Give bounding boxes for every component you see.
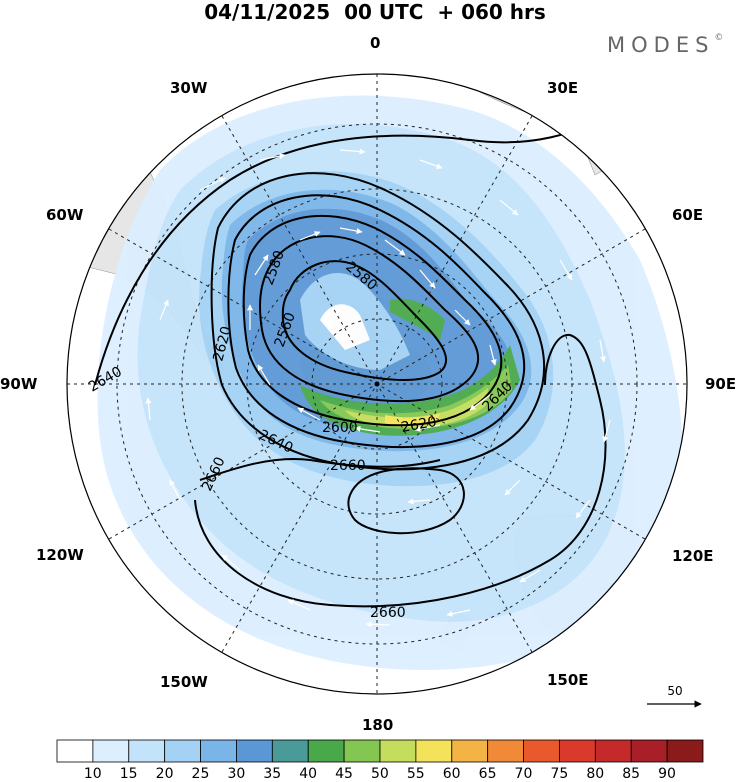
colorbar-tick-label: 45: [335, 766, 353, 782]
lon-label-120e: 120E: [672, 547, 714, 565]
reference-vector-arrow: [647, 700, 702, 708]
colorbar-swatch: [630, 739, 668, 763]
brand-name: MODES: [607, 33, 715, 57]
colorbar-swatch: [56, 739, 94, 763]
contour-2660-inner: [199, 458, 441, 481]
colorbar-swatch: [200, 739, 237, 763]
colorbar-tick-label: 90: [658, 766, 676, 782]
contour-2560: [281, 260, 447, 381]
contour-2640: [210, 172, 545, 471]
brand-logo: MODES©: [607, 33, 723, 57]
colorbar-tick-label: 15: [119, 766, 138, 782]
reference-vector-label: 50: [667, 684, 683, 698]
map-title: 04/11/2025 00 UTC + 060 hrs: [204, 0, 546, 24]
land-madagascar: [584, 144, 613, 176]
colorbar-swatch: [487, 739, 524, 763]
colorbar-swatch: [343, 739, 381, 763]
colorbar-swatch: [594, 739, 632, 763]
colorbar-swatch: [559, 739, 596, 763]
colorbar-tick-label: 10: [83, 766, 102, 782]
map-boundary: [66, 73, 688, 695]
colorbar-swatch: [415, 739, 453, 763]
colorbar-tick-label: 50: [371, 766, 389, 782]
colorbar-tick-label: 30: [227, 766, 246, 782]
lon-label-60w: 60W: [46, 206, 84, 224]
colorbar-swatch: [92, 739, 130, 763]
colorbar-tick-label: 20: [155, 766, 174, 782]
lon-label-90e: 90E: [705, 375, 737, 393]
colorbar-tick-label: 85: [622, 766, 641, 782]
contour-2660-outer: [194, 333, 607, 608]
height-contours: [94, 109, 621, 608]
lon-label-90w: 90W: [0, 375, 38, 393]
south-pole-marker: [374, 381, 380, 387]
lon-label-0: 0: [370, 34, 381, 52]
colorbar-swatch: [128, 739, 166, 763]
contour-label: 2660: [370, 605, 406, 621]
colorbar-swatch: [379, 739, 417, 763]
contour-2640-outer: [94, 109, 621, 386]
colorbar-swatch: [523, 739, 560, 763]
contour-2620: [227, 194, 526, 448]
colorbar-swatch: [236, 739, 273, 763]
colorbar-tick-label: 75: [550, 766, 569, 782]
colorbar-swatch: [271, 739, 309, 763]
colorbar-swatch: [307, 739, 345, 763]
lon-label-180: 180: [362, 716, 394, 734]
colorbar-swatch: [451, 739, 489, 763]
contour-2660-cell: [347, 467, 465, 535]
colorbar: [56, 739, 704, 763]
colorbar-tick-label: 65: [478, 766, 497, 782]
colorbar-swatch: [164, 739, 201, 763]
contour-2600: [242, 214, 503, 427]
copyright-mark: ©: [714, 33, 724, 43]
contour-label: 2620: [400, 414, 438, 436]
colorbar-tick-label: 60: [442, 766, 461, 782]
colorbar-tick-label: 55: [406, 766, 425, 782]
colorbar-tick-label: 40: [299, 766, 318, 782]
contour-label: 2660: [330, 458, 366, 474]
lon-label-150w: 150W: [160, 673, 208, 691]
shade-green-upper: [390, 298, 445, 340]
lon-label-30w: 30W: [170, 79, 208, 97]
contour-2580: [259, 235, 480, 403]
lon-label-120w: 120W: [36, 546, 84, 564]
colorbar-tick-label: 80: [586, 766, 605, 782]
lon-label-150e: 150E: [547, 671, 589, 689]
colorbar-swatch: [666, 739, 704, 763]
colorbar-tick-label: 35: [263, 766, 282, 782]
colorbar-tick-label: 70: [514, 766, 533, 782]
contour-label: 2600: [322, 420, 358, 436]
map-field: 2640 2620 2580 2560 2580 2600 2620 2640 …: [67, 74, 687, 694]
lon-label-60e: 60E: [672, 206, 704, 224]
lon-label-30e: 30E: [547, 79, 579, 97]
colorbar-tick-label: 25: [191, 766, 210, 782]
shade-inner-clear: [320, 304, 370, 350]
wind-vectors: [145, 148, 611, 628]
